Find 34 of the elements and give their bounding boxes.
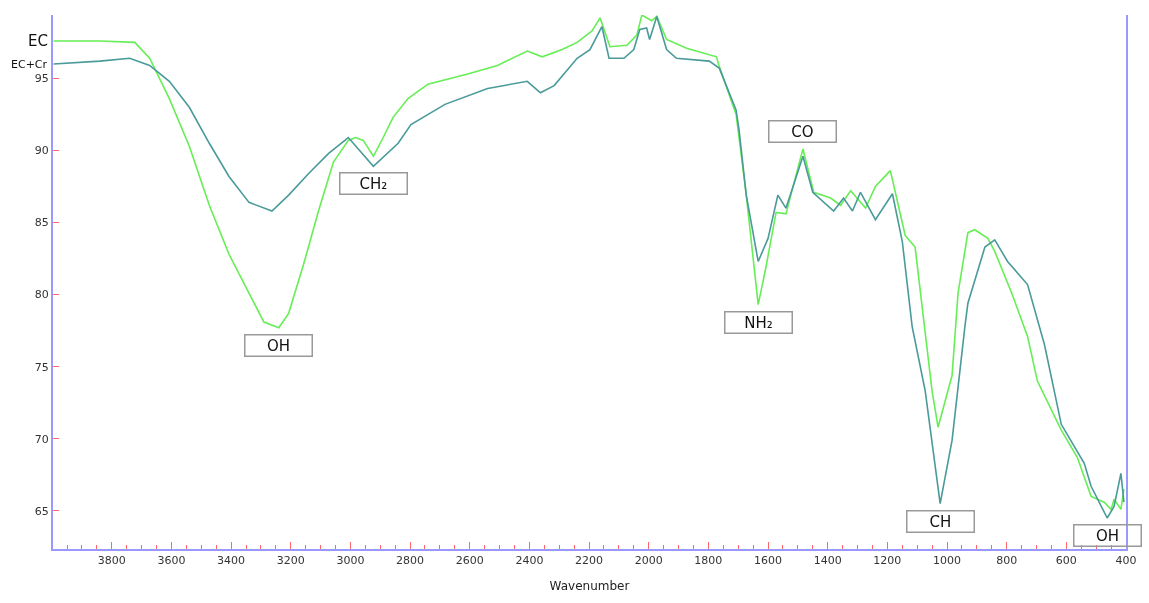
y-tick-label: 80 xyxy=(34,288,49,302)
x-tick-label: 2000 xyxy=(634,554,663,568)
x-tick-label: 2800 xyxy=(396,554,425,568)
x-tick-label: 3600 xyxy=(157,554,186,568)
annotation: CH xyxy=(929,512,952,531)
y-tick-label: 75 xyxy=(34,360,49,374)
x-tick-label: 1600 xyxy=(754,554,783,568)
x-tick-label: 2400 xyxy=(515,554,544,568)
x-tick-label: 3800 xyxy=(97,554,126,568)
annotation: NH₂ xyxy=(744,313,773,332)
annotation: CH₂ xyxy=(359,174,388,193)
x-tick-label: 3400 xyxy=(217,554,246,568)
y-tick-label: 85 xyxy=(34,216,49,230)
annotation: CO xyxy=(791,122,814,141)
y-tick-label: 65 xyxy=(34,504,49,518)
x-tick-label: 1200 xyxy=(873,554,902,568)
x-tick-label: 2200 xyxy=(575,554,604,568)
series-label: EC+Cr xyxy=(11,58,48,71)
y-tick-label: 70 xyxy=(34,432,49,446)
x-axis-title: Wavenumber xyxy=(549,578,630,593)
x-tick-label: 3000 xyxy=(336,554,365,568)
y-tick-label: 90 xyxy=(34,144,49,158)
x-tick-label: 800 xyxy=(996,554,1018,568)
x-tick-label: 3200 xyxy=(276,554,305,568)
x-tick-label: 1800 xyxy=(694,554,723,568)
annotation: OH xyxy=(266,336,291,355)
x-tick-label: 1400 xyxy=(813,554,842,568)
annotation: OH xyxy=(1095,526,1120,545)
x-tick-label: 2600 xyxy=(455,554,484,568)
y-tick-label: 95 xyxy=(34,72,49,86)
x-tick-label: 600 xyxy=(1055,554,1077,568)
x-tick-label: 400 xyxy=(1115,554,1137,568)
series-label: EC xyxy=(28,32,48,50)
x-tick-label: 1000 xyxy=(933,554,962,568)
